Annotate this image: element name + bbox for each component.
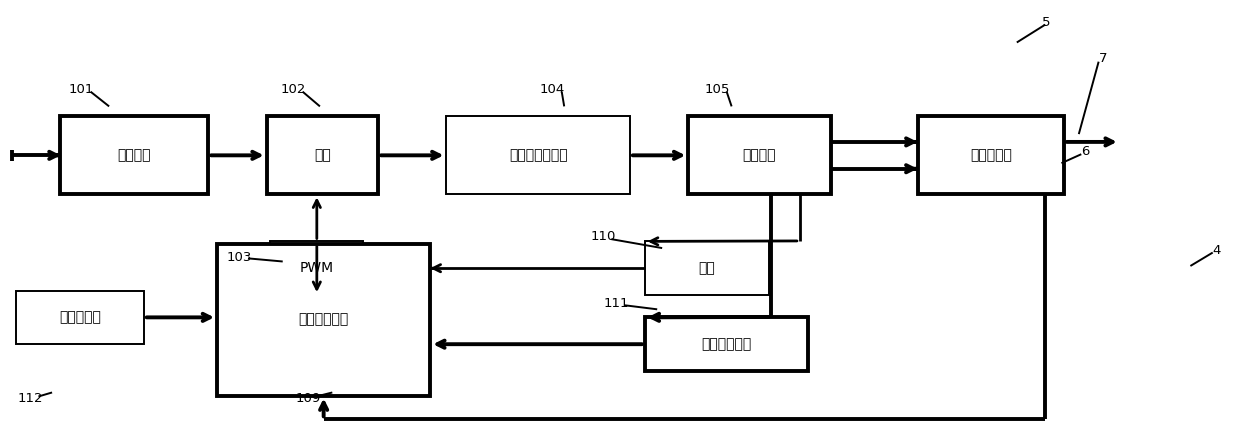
Bar bbox=[688, 116, 831, 194]
Text: 开关: 开关 bbox=[314, 148, 331, 162]
Bar bbox=[446, 116, 630, 194]
Text: 电流过载反馈: 电流过载反馈 bbox=[702, 337, 751, 351]
Text: 7: 7 bbox=[1099, 51, 1107, 65]
Text: 日期和时间: 日期和时间 bbox=[60, 310, 100, 325]
Text: 电场检测器: 电场检测器 bbox=[970, 148, 1012, 162]
Text: 6: 6 bbox=[1081, 145, 1090, 159]
Bar bbox=[267, 116, 378, 194]
Text: 101: 101 bbox=[68, 83, 93, 96]
Text: 5: 5 bbox=[1042, 16, 1050, 29]
Text: 4: 4 bbox=[1213, 244, 1221, 257]
Text: 110: 110 bbox=[590, 230, 615, 244]
Text: 微处理器单元: 微处理器单元 bbox=[299, 312, 348, 327]
Text: 转换器和滤波器: 转换器和滤波器 bbox=[508, 148, 568, 162]
Text: 109: 109 bbox=[295, 392, 320, 405]
Text: 105: 105 bbox=[704, 83, 729, 96]
Bar bbox=[217, 244, 430, 396]
Text: 102: 102 bbox=[280, 83, 305, 96]
Text: 112: 112 bbox=[17, 392, 43, 405]
Text: PWM: PWM bbox=[300, 261, 334, 275]
Text: 采样: 采样 bbox=[698, 261, 715, 275]
Text: 103: 103 bbox=[227, 250, 252, 264]
Text: 111: 111 bbox=[604, 297, 630, 311]
Text: 104: 104 bbox=[539, 83, 564, 96]
Bar bbox=[16, 291, 144, 344]
Bar bbox=[60, 116, 208, 194]
Bar bbox=[270, 241, 363, 295]
Bar bbox=[645, 317, 808, 371]
Bar bbox=[918, 116, 1064, 194]
Text: 直流输出: 直流输出 bbox=[743, 148, 776, 162]
Bar bbox=[645, 241, 769, 295]
Text: 直流输入: 直流输入 bbox=[117, 148, 151, 162]
